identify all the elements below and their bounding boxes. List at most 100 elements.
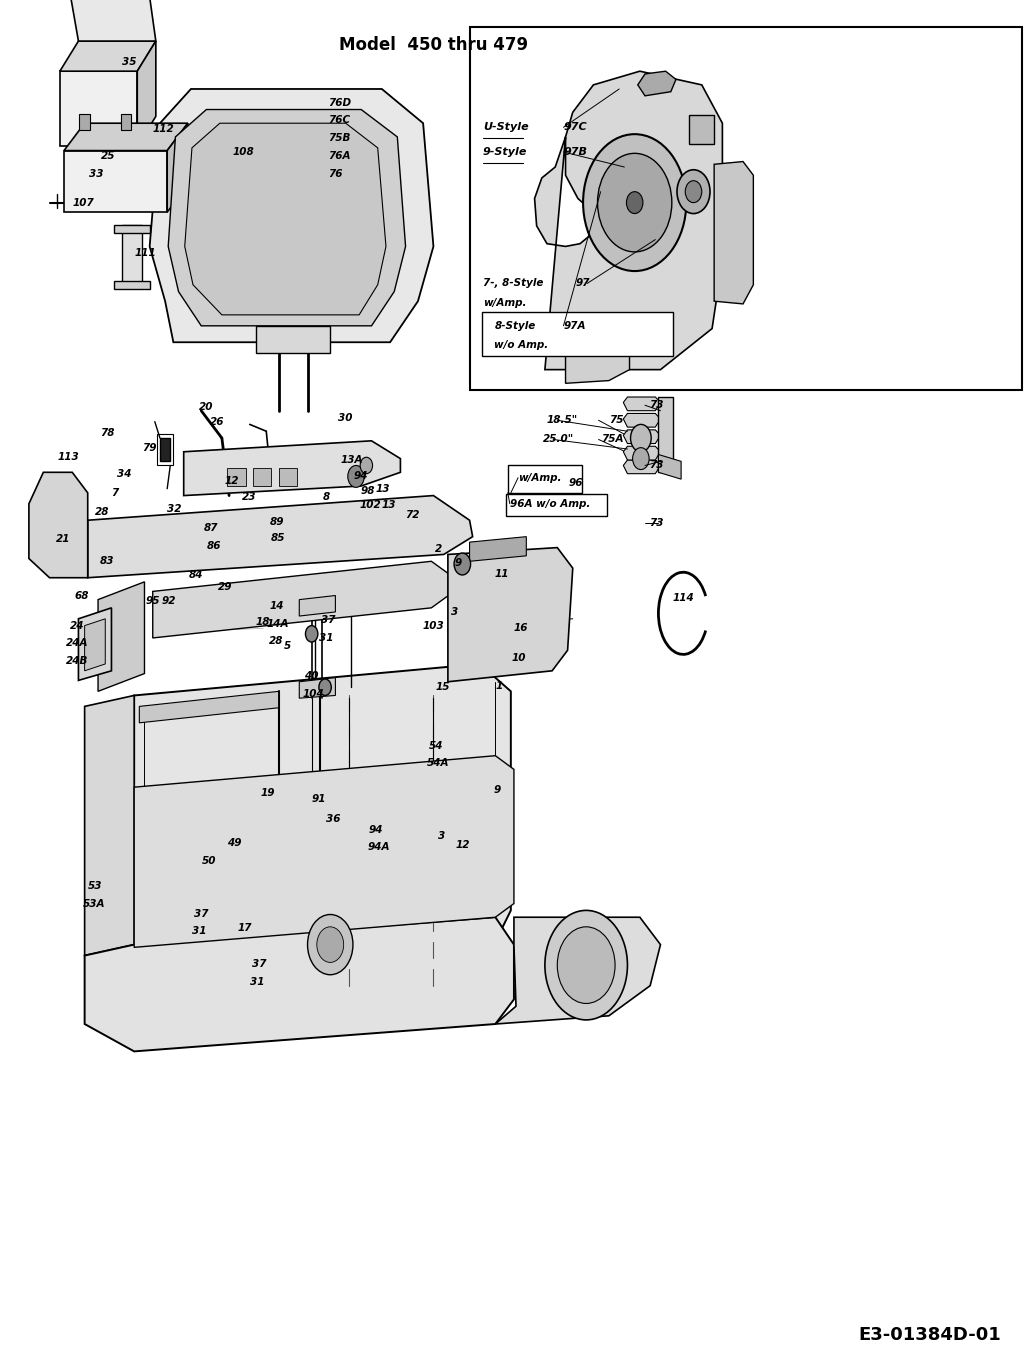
Text: 53A: 53A: [83, 898, 105, 909]
Bar: [79, 114, 90, 130]
Polygon shape: [160, 438, 170, 461]
Text: 29: 29: [218, 582, 232, 593]
Polygon shape: [134, 664, 511, 972]
Text: 8: 8: [323, 491, 330, 502]
Text: 13: 13: [376, 483, 390, 494]
Text: 24A: 24A: [66, 638, 89, 649]
Text: 11: 11: [494, 568, 509, 579]
Circle shape: [626, 192, 643, 214]
Polygon shape: [60, 41, 156, 71]
Polygon shape: [623, 446, 660, 460]
Circle shape: [545, 910, 627, 1020]
Text: 26: 26: [209, 416, 224, 427]
Text: 50: 50: [202, 856, 217, 867]
Polygon shape: [29, 472, 88, 578]
Text: 86: 86: [206, 541, 221, 552]
Polygon shape: [658, 455, 681, 479]
Text: 73: 73: [649, 460, 664, 471]
Text: 3: 3: [451, 606, 458, 617]
Text: w/o Amp.: w/o Amp.: [494, 340, 549, 350]
Polygon shape: [153, 561, 454, 638]
Text: 108: 108: [232, 146, 254, 157]
Text: 49: 49: [227, 838, 241, 849]
Text: 97C: 97C: [563, 122, 587, 133]
Text: 30: 30: [338, 412, 353, 423]
Text: 84: 84: [189, 570, 203, 580]
Text: w/Amp.: w/Amp.: [483, 297, 526, 308]
Circle shape: [583, 134, 686, 271]
Circle shape: [685, 181, 702, 203]
Bar: [253, 468, 271, 486]
Text: 28: 28: [95, 507, 109, 517]
Polygon shape: [566, 342, 630, 383]
Polygon shape: [98, 582, 144, 691]
Text: 97A: 97A: [563, 320, 586, 331]
Polygon shape: [134, 756, 514, 947]
Text: 13: 13: [382, 500, 396, 511]
Text: 87: 87: [203, 523, 218, 534]
Text: 92: 92: [162, 596, 176, 606]
Polygon shape: [638, 71, 676, 96]
Polygon shape: [85, 917, 514, 1051]
Text: 31: 31: [319, 632, 333, 643]
Text: 75A: 75A: [602, 434, 624, 445]
Polygon shape: [68, 0, 156, 41]
Text: 32: 32: [167, 504, 182, 515]
Polygon shape: [167, 123, 188, 212]
Polygon shape: [185, 123, 386, 315]
Text: 111: 111: [134, 248, 156, 259]
Text: 73: 73: [649, 517, 664, 528]
Text: 104: 104: [302, 689, 324, 700]
Text: 2: 2: [434, 543, 442, 554]
Text: 94A: 94A: [367, 842, 390, 853]
Bar: [227, 468, 246, 486]
Text: 3: 3: [438, 831, 445, 842]
Text: 113: 113: [58, 452, 79, 463]
Text: 112: 112: [153, 123, 174, 134]
Circle shape: [305, 626, 318, 642]
Text: 78: 78: [100, 427, 115, 438]
Polygon shape: [714, 162, 753, 304]
Text: 17: 17: [237, 923, 252, 934]
Text: 24: 24: [70, 620, 85, 631]
Text: E3-01384D-01: E3-01384D-01: [859, 1327, 1001, 1344]
Text: 107: 107: [72, 197, 94, 208]
Circle shape: [631, 424, 651, 452]
Text: 9: 9: [454, 557, 461, 568]
Text: 72: 72: [406, 509, 420, 520]
Text: 76D: 76D: [328, 97, 351, 108]
Circle shape: [598, 153, 672, 252]
Text: 18: 18: [256, 616, 270, 627]
Polygon shape: [85, 695, 134, 956]
Text: 12: 12: [225, 475, 239, 486]
Text: 31: 31: [192, 925, 206, 936]
Text: 16: 16: [514, 623, 528, 634]
Text: 37: 37: [252, 958, 266, 969]
Text: 76C: 76C: [328, 115, 350, 126]
Text: 76A: 76A: [328, 151, 351, 162]
Text: 12: 12: [455, 839, 470, 850]
Bar: [506, 494, 607, 516]
Text: 36: 36: [326, 813, 341, 824]
Text: 114: 114: [673, 593, 695, 604]
Polygon shape: [535, 71, 722, 370]
Circle shape: [557, 927, 615, 1003]
Text: 68: 68: [74, 590, 89, 601]
Text: 34: 34: [117, 468, 131, 479]
Text: 75: 75: [609, 415, 623, 426]
Text: 91: 91: [312, 794, 326, 805]
Text: 7-, 8-Style: 7-, 8-Style: [483, 278, 544, 289]
Text: 24B: 24B: [66, 656, 89, 667]
Polygon shape: [137, 41, 156, 146]
Polygon shape: [448, 548, 573, 682]
Text: 23: 23: [241, 491, 256, 502]
Polygon shape: [78, 608, 111, 680]
Text: 35: 35: [122, 56, 136, 67]
Text: 54: 54: [429, 741, 444, 752]
Polygon shape: [299, 678, 335, 698]
Circle shape: [677, 170, 710, 214]
Text: 31: 31: [250, 976, 264, 987]
Circle shape: [454, 553, 471, 575]
Text: 76: 76: [328, 168, 343, 179]
Polygon shape: [623, 397, 660, 411]
